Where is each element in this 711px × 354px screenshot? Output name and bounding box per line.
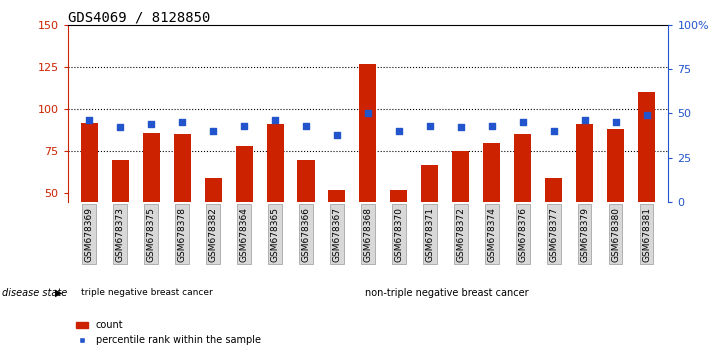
Text: disease state: disease state (2, 288, 68, 298)
Bar (360, 64, 376, 278)
Bar (235, 146, 252, 278)
Point (610, 119, 621, 125)
Point (208, 128, 219, 134)
Text: triple negative breast cancer: triple negative breast cancer (81, 289, 213, 297)
Bar (422, 165, 439, 278)
Point (424, 123, 436, 129)
Point (455, 125, 466, 130)
Point (641, 112, 653, 118)
Bar (607, 129, 624, 278)
Bar (328, 190, 346, 278)
Text: non-triple negative breast cancer: non-triple negative breast cancer (365, 288, 529, 298)
Bar (638, 92, 655, 278)
Point (83, 118, 95, 123)
Bar (267, 124, 284, 278)
Point (486, 123, 498, 129)
Bar (297, 160, 314, 278)
Bar (390, 190, 407, 278)
Bar (576, 124, 593, 278)
Point (393, 128, 405, 134)
Point (517, 119, 528, 125)
Text: ▶: ▶ (55, 288, 63, 298)
Point (146, 121, 157, 127)
Point (331, 132, 343, 137)
Bar (452, 151, 469, 278)
Bar (143, 133, 160, 278)
Text: GDS4069 / 8128850: GDS4069 / 8128850 (68, 11, 210, 25)
Bar (545, 178, 562, 278)
Point (300, 123, 311, 129)
Point (176, 119, 188, 125)
Bar (514, 135, 531, 278)
Bar (205, 178, 222, 278)
Bar (483, 143, 501, 278)
Point (363, 110, 374, 116)
Point (238, 123, 250, 129)
Bar (81, 122, 97, 278)
Point (269, 118, 281, 123)
Legend: count, percentile rank within the sample: count, percentile rank within the sample (73, 316, 264, 349)
Bar (112, 160, 129, 278)
Bar (173, 135, 191, 278)
Point (114, 125, 126, 130)
Point (548, 128, 560, 134)
Point (579, 118, 590, 123)
